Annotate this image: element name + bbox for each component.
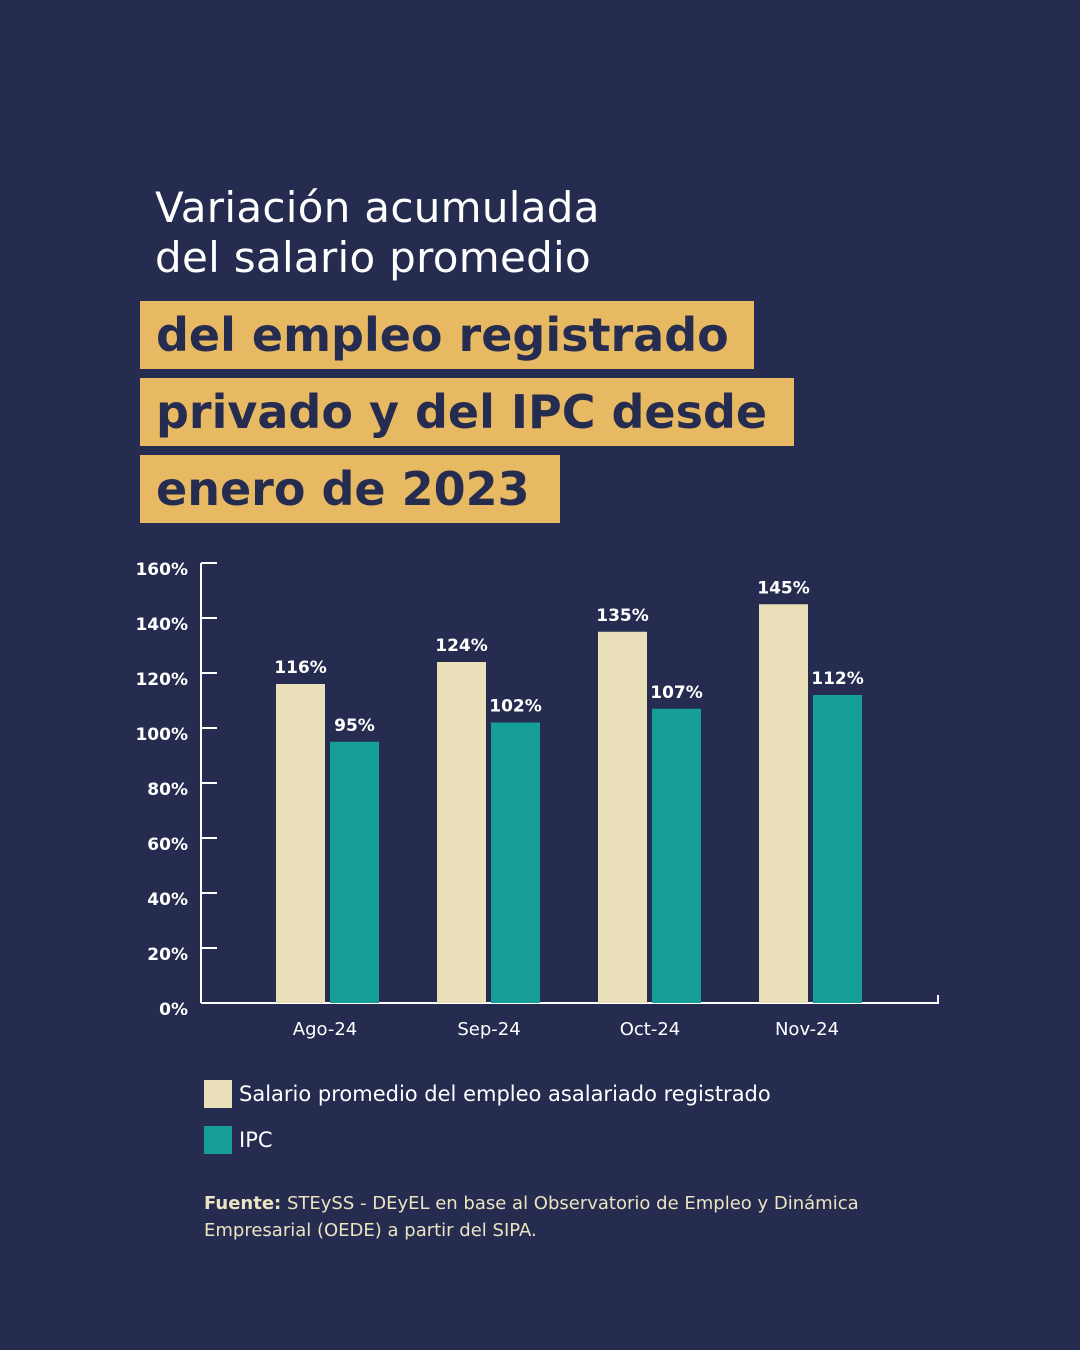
y-tick-label: 120% [135,670,188,690]
title-highlight-1: del empleo registrado [140,301,754,369]
y-tick-label: 100% [135,725,188,745]
x-tick-label: Sep-24 [457,1019,520,1040]
legend-label-salario: Salario promedio del empleo asalariado r… [239,1082,771,1106]
y-tick-label: 0% [159,1000,188,1020]
y-tick-label: 80% [147,780,188,800]
data-label-salario: 145% [757,578,810,598]
bar-ipc [813,695,862,1003]
legend-swatch-salario [204,1080,232,1108]
y-tick-label: 20% [147,945,188,965]
x-tick-label: Oct-24 [620,1019,681,1040]
legend-item-ipc: IPC [204,1126,273,1154]
title-line-1: Variación acumulada [155,183,600,232]
legend-label-ipc: IPC [239,1128,273,1152]
bar-chart: 0% 20% 40% 60% 80% 100% 120% 140% 160% 116% 95% Ago… [135,560,939,1040]
data-label-ipc: 107% [650,683,703,703]
bar-ipc [652,708,701,1003]
bar-salario [437,662,486,1003]
title-highlight-3: enero de 2023 [140,455,560,523]
legend-item-salario: Salario promedio del empleo asalariado r… [204,1080,771,1108]
bar-salario [759,604,808,1003]
x-tick-label: Nov-24 [775,1019,839,1040]
y-tick-label: 60% [147,835,188,855]
data-label-salario: 135% [596,606,649,626]
title-highlight-2: privado y del IPC desde [140,378,794,446]
data-label-ipc: 112% [811,669,864,689]
source-text: STEySS - DEyEL en base al Observatorio d… [204,1193,859,1241]
source-note: Fuente: STEySS - DEyEL en base al Observ… [204,1190,964,1244]
title-line-2: del salario promedio [155,233,592,282]
data-label-salario: 116% [274,658,327,678]
y-tick-label: 140% [135,615,188,635]
data-label-salario: 124% [435,636,488,656]
bar-ipc [330,741,379,1003]
bar-salario [276,684,325,1003]
y-tick-label: 40% [147,890,188,910]
bar-ipc [491,722,540,1003]
legend-swatch-ipc [204,1126,232,1154]
source-label: Fuente: [204,1193,282,1214]
y-tick-label: 160% [135,560,188,580]
data-label-ipc: 102% [489,697,542,717]
chart-title: Variación acumulada del salario promedio [155,183,600,283]
data-label-ipc: 95% [334,716,375,736]
x-tick-label: Ago-24 [293,1019,358,1040]
bar-salario [598,631,647,1003]
